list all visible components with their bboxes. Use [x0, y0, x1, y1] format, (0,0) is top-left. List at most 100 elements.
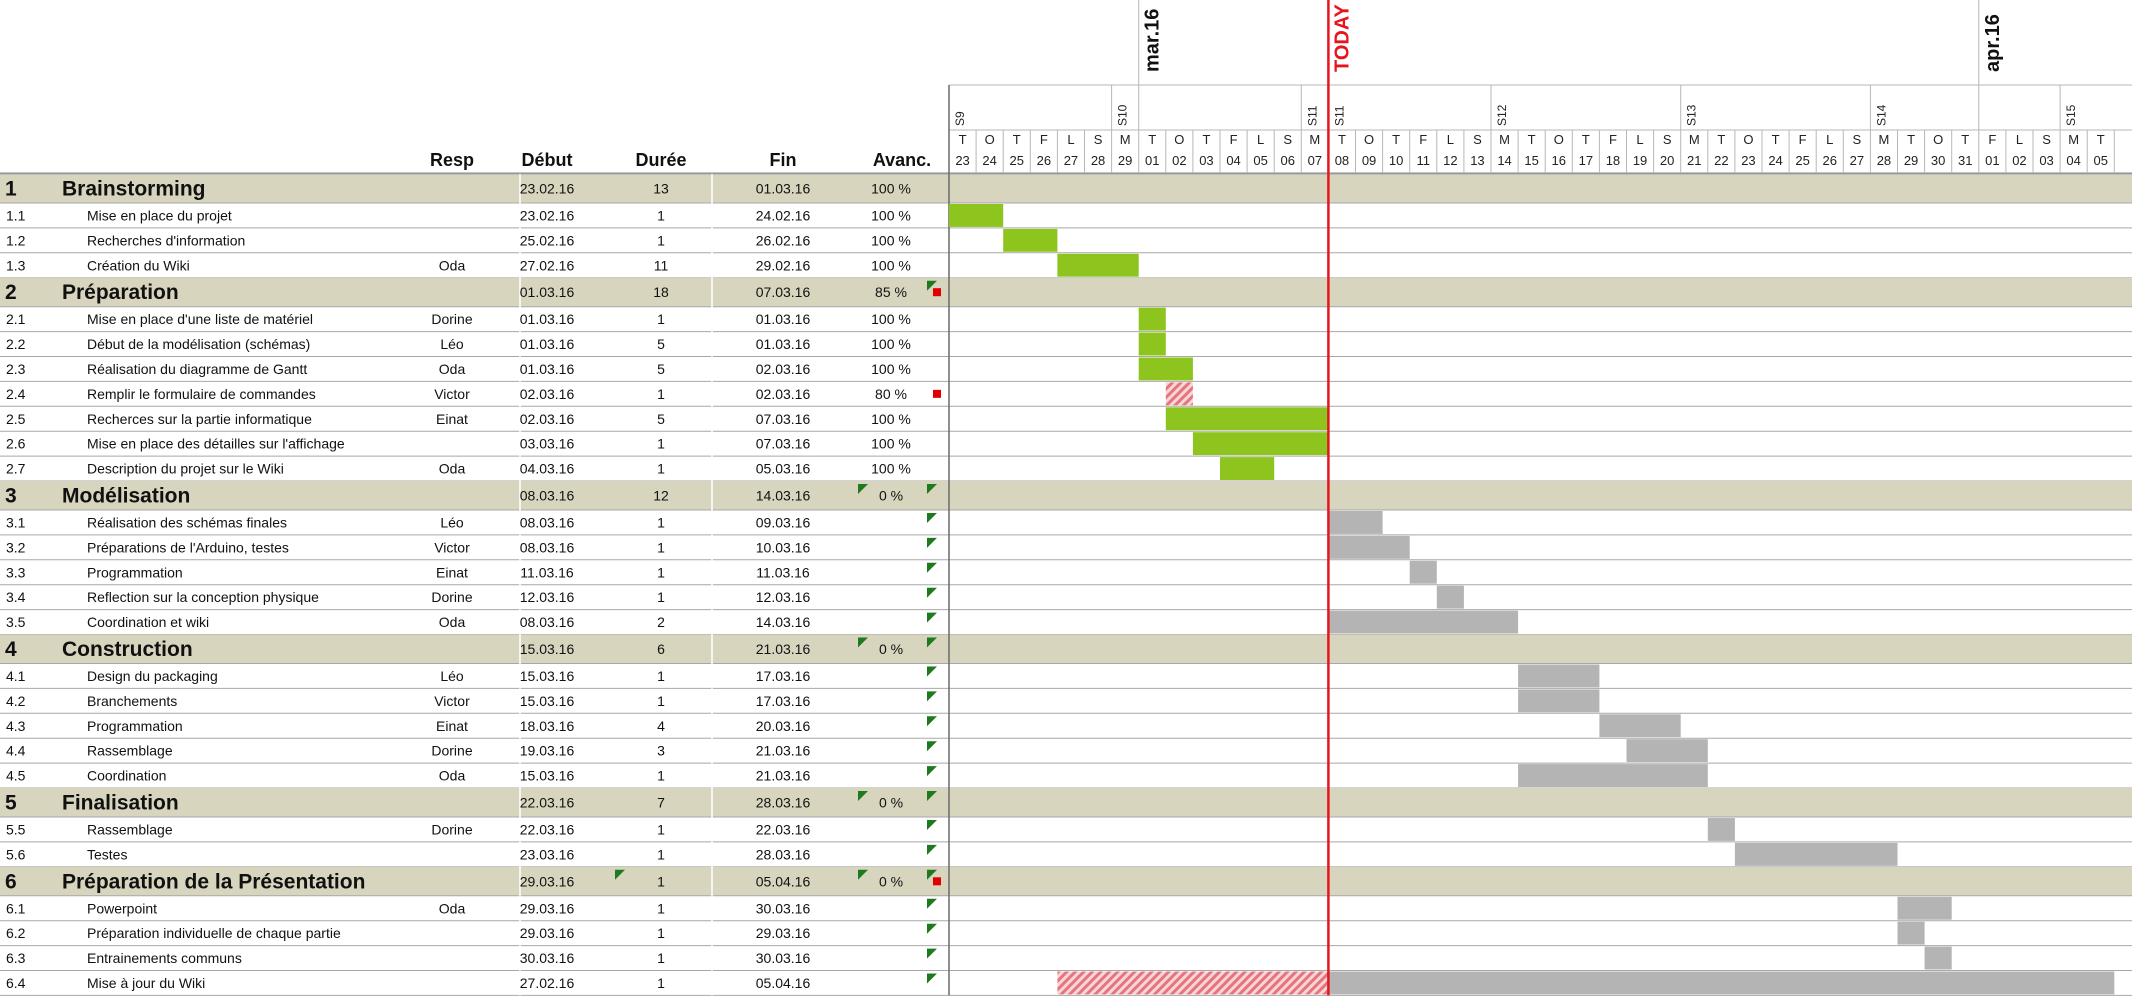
task-duree: 1 [657, 539, 665, 555]
day-number: 10 [1389, 153, 1403, 168]
task-resp: Oda [439, 768, 466, 784]
day-number: 16 [1552, 153, 1566, 168]
task-bar-done [1138, 307, 1166, 331]
task-debut: 08.03.16 [520, 614, 575, 630]
task-name: Recherches d'information [87, 232, 245, 248]
comment-flag [858, 791, 868, 801]
day-number: 31 [1958, 153, 1972, 168]
day-number: 18 [1606, 153, 1620, 168]
comment-flag [927, 637, 937, 648]
day-number: 04 [2066, 153, 2080, 168]
task-name: Reflection sur la conception physique [87, 589, 319, 605]
task-name: Réalisation des schémas finales [87, 514, 287, 530]
day-letter: T [1338, 132, 1346, 147]
comment-flag [927, 513, 937, 523]
task-bar-done [1057, 253, 1139, 277]
task-id: 1.2 [6, 232, 26, 248]
task-fin: 09.03.16 [756, 514, 811, 530]
task-avanc: 0 % [879, 641, 903, 657]
task-duree: 1 [657, 311, 665, 327]
task-duree: 1 [657, 668, 665, 684]
task-debut: 01.03.16 [520, 311, 575, 327]
day-number: 03 [2039, 153, 2053, 168]
day-letter: S [1853, 132, 1862, 147]
task-resp: Dorine [431, 821, 472, 837]
task-id: 5.6 [6, 846, 26, 862]
task-duree: 1 [657, 207, 665, 223]
day-letter: S [1663, 132, 1672, 147]
task-bar-todo [1924, 946, 1952, 970]
task-fin: 29.02.16 [756, 257, 811, 273]
day-letter: F [1230, 132, 1238, 147]
comment-flag [858, 637, 868, 648]
task-debut: 15.03.16 [520, 693, 575, 709]
group-id: 6 [5, 870, 17, 893]
day-letter: O [985, 132, 995, 147]
task-resp: Léo [440, 514, 464, 530]
group-row-bg [0, 174, 2132, 203]
col-header-avanc: Avanc. [873, 150, 931, 170]
task-id: 2.1 [6, 311, 26, 327]
task-fin: 14.03.16 [756, 488, 811, 504]
task-name: Recherces sur la partie informatique [87, 411, 312, 427]
day-letter: L [1636, 132, 1643, 147]
task-debut: 02.03.16 [520, 411, 575, 427]
task-fin: 01.03.16 [756, 181, 811, 197]
task-name: Programmation [87, 564, 183, 580]
month-label: mar.16 [1142, 9, 1164, 72]
task-bar-done [1003, 228, 1058, 252]
task-id: 6.4 [6, 975, 26, 991]
task-resp: Victor [434, 693, 470, 709]
day-letter: F [1419, 132, 1427, 147]
task-id: 1.3 [6, 257, 26, 273]
task-duree: 18 [653, 284, 669, 300]
task-avanc: 100 % [871, 257, 911, 273]
day-number: 17 [1579, 153, 1593, 168]
week-label: S10 [1116, 104, 1130, 126]
task-id: 4.4 [6, 743, 26, 759]
task-bar-todo [1734, 842, 1898, 866]
task-debut: 02.03.16 [520, 386, 575, 402]
col-header-duree: Durée [635, 150, 686, 170]
group-id: 3 [5, 485, 17, 508]
task-fin: 17.03.16 [756, 693, 811, 709]
task-debut: 22.03.16 [520, 795, 575, 811]
day-number: 09 [1362, 153, 1376, 168]
task-debut: 22.03.16 [520, 821, 575, 837]
task-name: Mise en place d'une liste de matériel [87, 311, 313, 327]
task-name: Rassemblage [87, 821, 173, 837]
task-duree: 1 [657, 232, 665, 248]
day-letter: F [1988, 132, 1996, 147]
task-resp: Dorine [431, 589, 472, 605]
task-fin: 02.03.16 [756, 361, 811, 377]
task-duree: 1 [657, 386, 665, 402]
task-duree: 1 [657, 873, 665, 889]
task-name: Description du projet sur le Wiki [87, 461, 284, 477]
day-number: 30 [1931, 153, 1945, 168]
task-resp: Léo [440, 668, 464, 684]
task-id: 6.1 [6, 900, 26, 916]
task-avanc: 85 % [875, 284, 907, 300]
task-name: Design du packaging [87, 668, 218, 684]
task-bar-done [1165, 407, 1329, 431]
day-letter: T [1772, 132, 1780, 147]
day-number: 27 [1850, 153, 1864, 168]
task-name: Début de la modélisation (schémas) [87, 336, 310, 352]
task-bar-todo [1707, 818, 1735, 841]
task-duree: 4 [657, 718, 665, 734]
task-id: 4.1 [6, 668, 26, 684]
day-number: 03 [1199, 153, 1213, 168]
day-letter: T [1202, 132, 1210, 147]
task-bar-late [1165, 382, 1193, 406]
day-letter: T [959, 132, 967, 147]
week-label: S11 [1332, 105, 1346, 126]
comment-flag [927, 844, 937, 855]
day-number: 01 [1145, 153, 1159, 168]
group-name: Construction [62, 638, 193, 661]
task-duree: 1 [657, 950, 665, 966]
task-resp: Einat [436, 564, 468, 580]
group-row-bg [0, 481, 2132, 510]
week-label: S12 [1495, 104, 1509, 126]
